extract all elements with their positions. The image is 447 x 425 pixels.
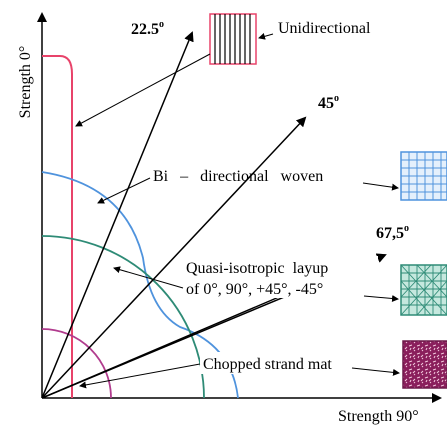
- quasi-isotropic-swatch: [400, 264, 447, 316]
- bidirectional-pointer: [97, 177, 151, 204]
- bidirectional-label: Bi – directional woven: [153, 168, 323, 185]
- angle-22-5-label: 22.5o: [131, 19, 164, 38]
- quasi-isotropic-pointer: [113, 266, 184, 289]
- unidirectional-label: Unidirectional: [278, 20, 371, 37]
- chopped-label-bg: [200, 352, 370, 374]
- angle-45-label: 45o: [318, 93, 339, 112]
- line-quasi-extra: [41, 287, 301, 399]
- quasi-isotropic-curve: [41, 235, 205, 399]
- quasi-label-bg: [183, 256, 378, 298]
- chopped-strand-swatch-pointer: [351, 367, 400, 376]
- unidirectional-swatch-pointer: [258, 32, 274, 40]
- x-axis-label: Strength 90°: [338, 408, 419, 425]
- y-axis-label: Strength 0°: [17, 46, 34, 119]
- chopped-strand-curve: [41, 328, 112, 399]
- chopped-strand-pointer: [79, 363, 201, 389]
- unidirectional-pointer: [75, 53, 211, 127]
- unidirectional-swatch: [209, 13, 257, 65]
- bidirectional-swatch-pointer: [362, 182, 399, 191]
- quasi-isotropic-swatch-pointer: [363, 294, 399, 302]
- quasi-isotropic-label-line2: of 0°, 90°, +45°, -45°: [186, 281, 323, 298]
- quasi-isotropic-label-line1: Quasi-isotropic layup: [186, 260, 328, 277]
- unidirectional-curve: [42, 55, 73, 398]
- chopped-strand-swatch: [402, 340, 447, 389]
- angle-67-5-label: 67,5o: [376, 223, 409, 242]
- line-22-5-deg: [41, 31, 194, 399]
- bidirectional-swatch: [400, 151, 447, 201]
- chopped-strand-label: Chopped strand mat: [203, 356, 332, 373]
- line-45-deg: [41, 116, 307, 399]
